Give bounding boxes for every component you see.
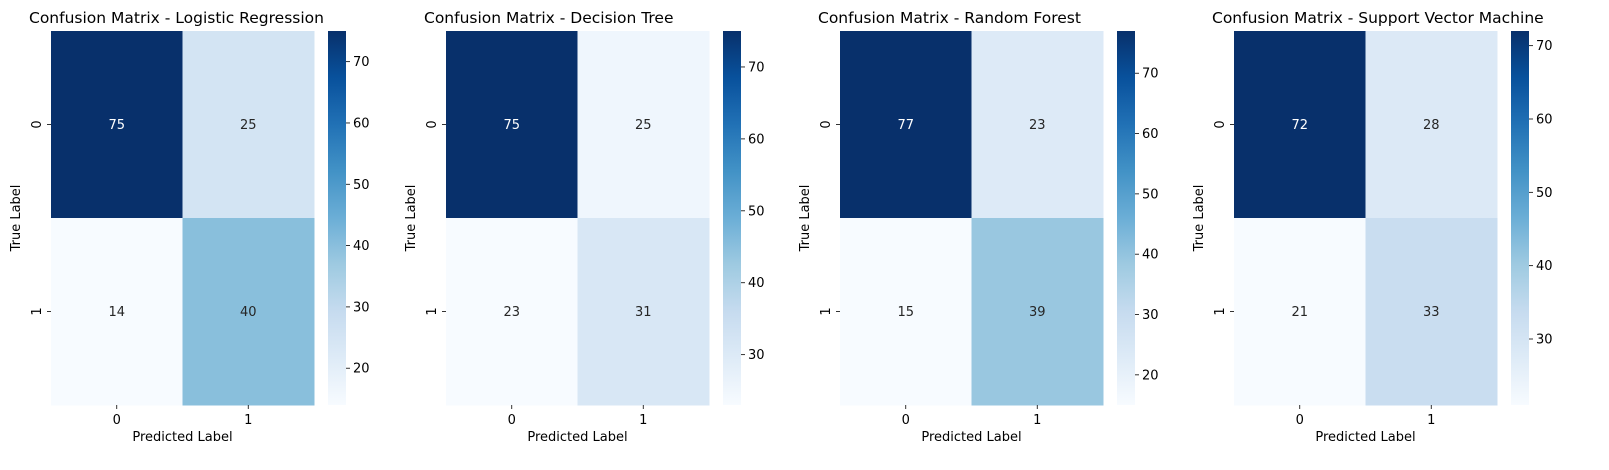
colorbar: [723, 31, 741, 405]
colorbar-tick-label: 60: [748, 132, 765, 147]
colorbar-tick-label: 20: [1142, 368, 1159, 383]
y-tick-label: 0: [425, 120, 440, 128]
cell-value-label: 23: [503, 305, 520, 320]
colorbar-tick-label: 50: [1536, 186, 1553, 201]
y-axis-label: True Label: [9, 185, 24, 253]
cell-value-label: 40: [240, 305, 257, 320]
colorbar-tick-label: 70: [353, 55, 370, 70]
x-tick-label: 0: [1296, 413, 1304, 428]
chart-title: Confusion Matrix - Logistic Regression: [29, 9, 324, 27]
heatmap-cell: [577, 218, 710, 406]
heatmap-cell: [840, 218, 972, 406]
colorbar-tick-label: 30: [1536, 333, 1553, 348]
cell-value-label: 75: [108, 118, 125, 133]
heatmap-cell: [971, 31, 1104, 219]
y-tick-label: 0: [819, 120, 834, 128]
colorbar-tick-label: 40: [1536, 259, 1553, 274]
heatmap-cell: [1234, 31, 1366, 219]
cell-value-label: 23: [1029, 118, 1046, 133]
colorbar: [328, 31, 346, 405]
x-axis-label: Predicted Label: [132, 430, 232, 445]
colorbar: [1117, 31, 1135, 405]
y-axis-label: True Label: [798, 185, 813, 253]
heatmap-cell: [971, 218, 1104, 406]
heatmap-cell: [446, 218, 578, 406]
heatmap-cell: [1365, 31, 1498, 219]
cell-value-label: 21: [1291, 305, 1308, 320]
cell-value-label: 25: [240, 118, 257, 133]
colorbar-tick-label: 50: [353, 178, 370, 193]
heatmap-panel-2: Confusion Matrix - Decision Tree 75 25 23 31…: [404, 9, 765, 445]
colorbar-tick-label: 40: [1142, 248, 1159, 263]
cell-value-label: 77: [897, 118, 914, 133]
y-axis-label: True Label: [404, 185, 419, 253]
cell-value-label: 33: [1423, 305, 1440, 320]
y-axis-label: True Label: [1192, 185, 1207, 253]
heatmap-cell: [446, 31, 578, 219]
heatmap-cell: [840, 31, 972, 219]
heatmap-panel-3: Confusion Matrix - Random Forest 77 23 15 39…: [798, 9, 1159, 445]
y-tick-label: 1: [30, 307, 45, 315]
heatmap-cell: [182, 218, 315, 406]
colorbar-tick-label: 40: [353, 239, 370, 254]
x-axis-label: Predicted Label: [921, 430, 1021, 445]
colorbar-tick-label: 60: [353, 116, 370, 131]
heatmap-cell: [51, 218, 183, 406]
colorbar-tick-label: 70: [1142, 67, 1159, 82]
cell-value-label: 28: [1423, 118, 1440, 133]
colorbar-tick-label: 30: [1142, 308, 1159, 323]
colorbar: [1511, 31, 1529, 405]
x-tick-label: 1: [1033, 413, 1041, 428]
x-tick-label: 1: [244, 413, 252, 428]
cell-value-label: 15: [897, 305, 914, 320]
chart-title: Confusion Matrix - Decision Tree: [424, 9, 673, 27]
chart-title: Confusion Matrix - Random Forest: [818, 9, 1081, 27]
colorbar-tick-label: 50: [748, 204, 765, 219]
colorbar-tick-label: 30: [748, 348, 765, 363]
colorbar-tick-label: 70: [1536, 39, 1553, 54]
cell-value-label: 39: [1029, 305, 1046, 320]
x-tick-label: 1: [1427, 413, 1435, 428]
heatmap-panel-1: Confusion Matrix - Logistic Regression 75…: [9, 9, 370, 445]
cell-value-label: 72: [1291, 118, 1308, 133]
cell-value-label: 25: [635, 118, 652, 133]
y-tick-label: 1: [425, 307, 440, 315]
x-tick-label: 0: [113, 413, 121, 428]
cell-value-label: 31: [635, 305, 652, 320]
colorbar-tick-label: 40: [748, 276, 765, 291]
y-tick-label: 0: [30, 120, 45, 128]
y-tick-label: 0: [1213, 120, 1228, 128]
colorbar-tick-label: 20: [353, 362, 370, 377]
cell-value-label: 14: [108, 305, 125, 320]
x-axis-label: Predicted Label: [527, 430, 627, 445]
x-tick-label: 0: [508, 413, 516, 428]
y-tick-label: 1: [819, 307, 834, 315]
x-axis-label: Predicted Label: [1315, 430, 1415, 445]
chart-title: Confusion Matrix - Support Vector Machin…: [1212, 9, 1544, 27]
heatmap-cell: [1365, 218, 1498, 406]
heatmap-cell: [182, 31, 315, 219]
x-tick-label: 0: [902, 413, 910, 428]
colorbar-tick-label: 30: [353, 300, 370, 315]
heatmap-panel-4: Confusion Matrix - Support Vector Machin…: [1192, 9, 1553, 445]
y-tick-label: 1: [1213, 307, 1228, 315]
heatmap-cell: [51, 31, 183, 219]
colorbar-tick-label: 50: [1142, 187, 1159, 202]
colorbar-tick-label: 70: [748, 60, 765, 75]
heatmap-cell: [577, 31, 710, 219]
colorbar-tick-label: 60: [1536, 113, 1553, 128]
heatmap-cell: [1234, 218, 1366, 406]
colorbar-tick-label: 60: [1142, 127, 1159, 142]
x-tick-label: 1: [639, 413, 647, 428]
cell-value-label: 75: [503, 118, 520, 133]
